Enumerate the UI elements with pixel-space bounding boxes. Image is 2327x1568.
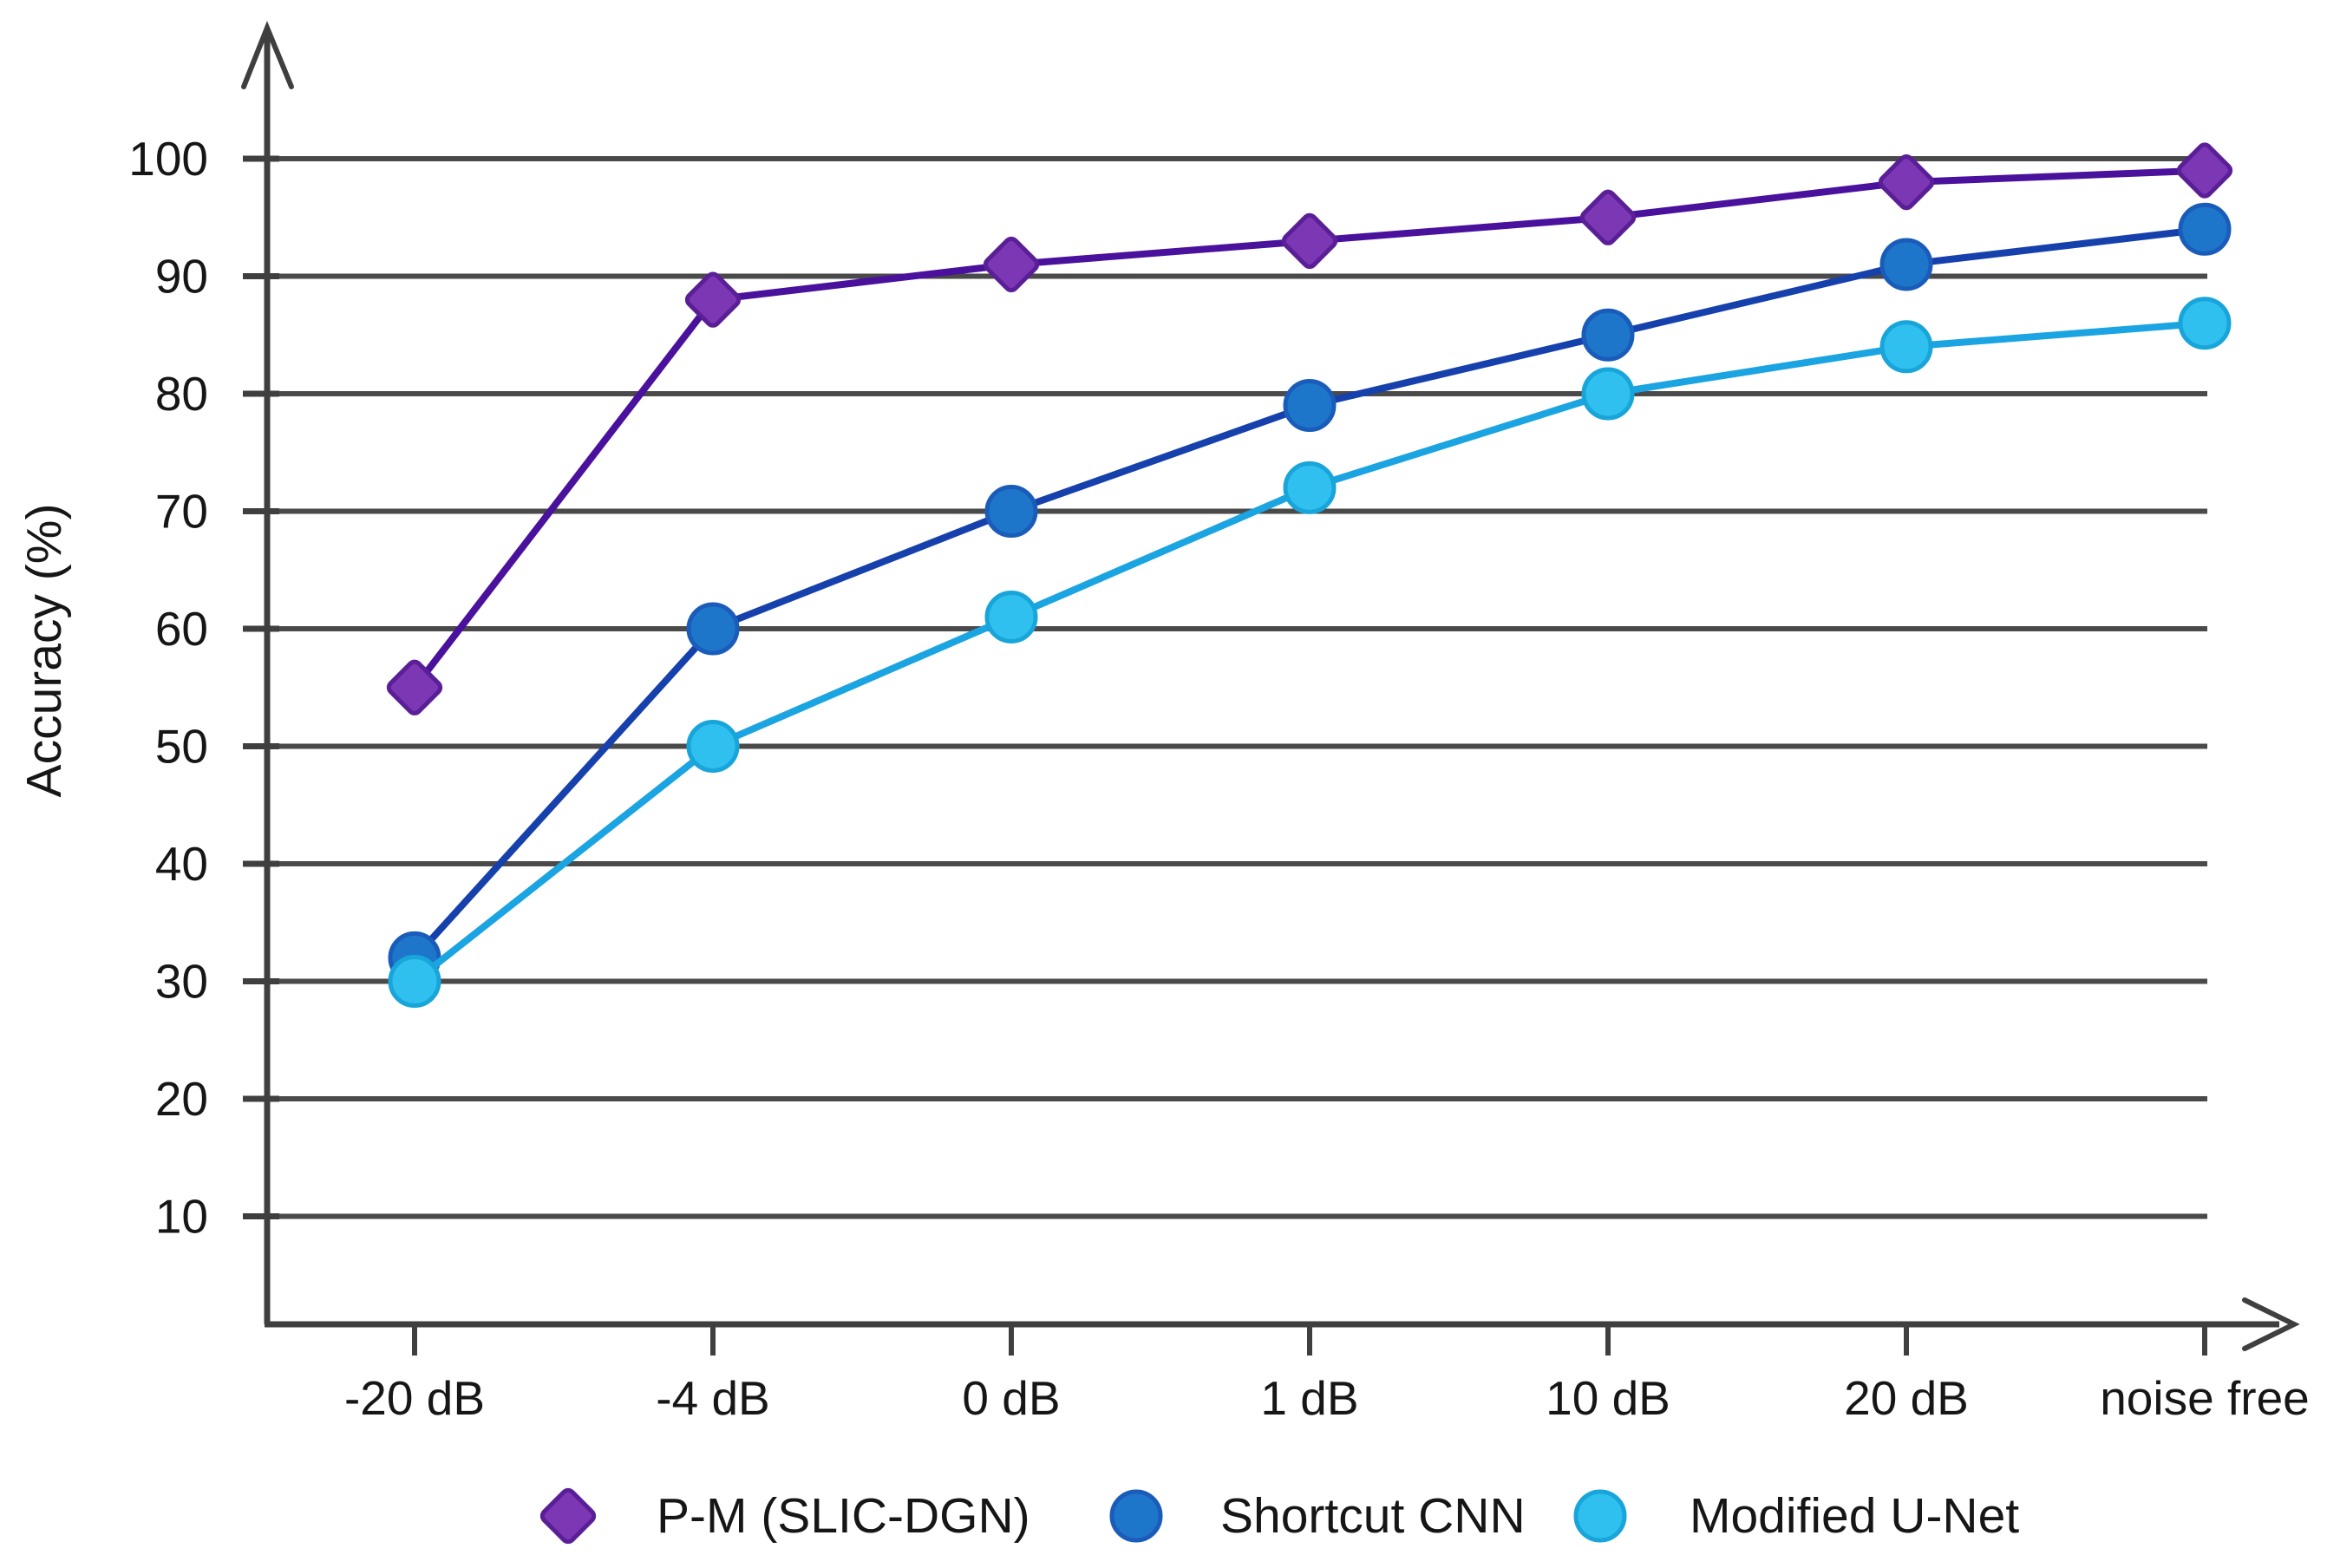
y-tick-label-10: 10 — [155, 1190, 208, 1244]
data-point-shortcut-cnn-1 — [686, 602, 740, 656]
y-tick-label-30: 30 — [155, 955, 208, 1009]
legend-item-modified-u-net: Modified U-Net — [1573, 1488, 2019, 1544]
legend-label-p-m-slic-dgn: P-M (SLIC-DGN) — [657, 1488, 1030, 1544]
data-point-shortcut-cnn-4 — [1581, 308, 1635, 362]
x-tick-label-4-10-db: 10 dB — [1546, 1371, 1670, 1425]
data-point-modified-u-net-6 — [2178, 297, 2232, 350]
data-point-shortcut-cnn-6 — [2178, 202, 2232, 256]
axes — [241, 20, 2300, 1351]
y-tick-label-40: 40 — [155, 837, 208, 891]
x-tick-label-6-noise-free: noise free — [2100, 1371, 2310, 1425]
y-tick-label-20: 20 — [155, 1072, 208, 1126]
data-point-shortcut-cnn-3 — [1283, 379, 1337, 433]
x-tick-label-0-20-db: -20 dB — [344, 1371, 485, 1425]
y-axis-arrowhead — [241, 20, 294, 89]
series-shortcut-cnn — [388, 202, 2232, 984]
x-tick-label-1-4-db: -4 dB — [656, 1371, 769, 1425]
y-tick-label-80: 80 — [155, 367, 208, 421]
legend-marker-p-m-slic-dgn — [539, 1487, 597, 1545]
data-point-modified-u-net-4 — [1581, 367, 1635, 421]
data-point-p-m-slic-dgn-4 — [1579, 189, 1637, 245]
y-axis-title: Accuracy (%) — [16, 504, 72, 798]
data-point-p-m-slic-dgn-1 — [684, 271, 742, 328]
legend-marker-modified-u-net — [1573, 1489, 1627, 1543]
y-tick-label-50: 50 — [155, 720, 208, 774]
y-tick-label-100: 100 — [128, 132, 208, 186]
y-tick-label-70: 70 — [155, 485, 208, 539]
data-point-shortcut-cnn-2 — [984, 485, 1038, 538]
x-tick-label-3-1-db: 1 dB — [1260, 1371, 1358, 1425]
gridlines — [267, 156, 2207, 1219]
data-point-modified-u-net-5 — [1879, 320, 1933, 374]
data-point-modified-u-net-3 — [1283, 461, 1337, 514]
data-point-p-m-slic-dgn-6 — [2176, 142, 2233, 199]
data-point-p-m-slic-dgn-0 — [386, 659, 443, 715]
series-p-m-slic-dgn — [386, 142, 2233, 715]
legend: P-M (SLIC-DGN) Shortcut CNN Modified U-Net — [539, 1487, 2019, 1545]
y-axis-ticks: 10 20 30 40 50 60 70 80 90 100 — [128, 132, 279, 1244]
y-tick-label-90: 90 — [155, 250, 208, 304]
data-point-p-m-slic-dgn-5 — [1878, 154, 1935, 211]
x-axis-ticks: -20 dB -4 dB 0 dB 1 dB 10 dB 20 dB noise free — [344, 1324, 2310, 1425]
x-axis-arrowhead — [2242, 1297, 2300, 1351]
data-point-modified-u-net-1 — [686, 720, 740, 773]
data-point-p-m-slic-dgn-2 — [983, 236, 1040, 293]
x-tick-label-5-20-db: 20 dB — [1844, 1371, 1969, 1425]
data-point-p-m-slic-dgn-3 — [1281, 212, 1338, 269]
data-point-shortcut-cnn-5 — [1879, 238, 1933, 291]
legend-label-shortcut-cnn: Shortcut CNN — [1220, 1488, 1526, 1544]
series-modified-u-net — [388, 297, 2232, 1008]
y-tick-label-60: 60 — [155, 602, 208, 656]
legend-marker-shortcut-cnn — [1109, 1489, 1163, 1543]
x-tick-label-2-0-db: 0 dB — [962, 1371, 1060, 1425]
legend-label-modified-u-net: Modified U-Net — [1690, 1488, 2019, 1544]
data-point-modified-u-net-2 — [984, 590, 1038, 644]
legend-item-shortcut-cnn: Shortcut CNN — [1109, 1488, 1526, 1544]
legend-item-p-m-slic-dgn: P-M (SLIC-DGN) — [539, 1487, 1030, 1545]
data-point-modified-u-net-0 — [388, 955, 441, 1008]
